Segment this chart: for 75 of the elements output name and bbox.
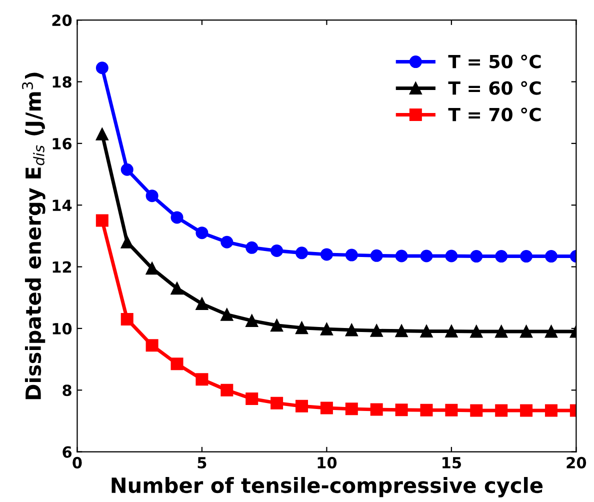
y-tick-label: 20 <box>52 14 72 26</box>
point <box>220 236 234 248</box>
point <box>420 404 433 416</box>
point <box>470 325 483 338</box>
y-tick-label: 18 <box>52 76 72 88</box>
point <box>495 250 508 263</box>
y-tick-label: 6 <box>62 446 72 458</box>
point <box>470 250 483 263</box>
point <box>146 262 158 275</box>
point <box>345 324 358 336</box>
point <box>270 244 284 257</box>
point <box>544 325 558 338</box>
point <box>470 404 483 417</box>
point <box>395 324 408 338</box>
point <box>196 298 208 310</box>
legend-label: T = 60 °C <box>448 81 541 95</box>
legend-label: T = 50 °C <box>448 54 541 68</box>
point <box>495 404 508 417</box>
x-tick-label: 5 <box>198 457 206 468</box>
point <box>395 250 408 262</box>
point <box>544 250 558 263</box>
y-tick-label: 16 <box>52 138 72 150</box>
point <box>246 314 258 327</box>
y-tick-label: 14 <box>52 200 72 211</box>
point <box>395 404 408 416</box>
point <box>196 373 208 386</box>
point <box>220 308 234 321</box>
point <box>196 226 208 240</box>
point <box>420 324 433 338</box>
x-tick-label: 20 <box>566 456 586 468</box>
point <box>445 250 458 262</box>
point <box>520 250 533 263</box>
point <box>96 128 108 140</box>
point <box>120 163 134 176</box>
point <box>320 402 333 414</box>
point <box>270 396 284 410</box>
point <box>246 241 258 254</box>
point <box>345 402 358 416</box>
point <box>170 358 184 370</box>
point <box>146 339 158 352</box>
x-tick-label: 0 <box>72 456 82 468</box>
point <box>120 236 134 248</box>
y-tick-label: 10 <box>52 322 72 334</box>
point <box>370 403 383 416</box>
point <box>544 404 558 417</box>
y-axis-title: Dissipated energy E$_{dis}$ (J/m$^{3}$) <box>22 72 46 400</box>
point <box>296 322 308 334</box>
point <box>445 324 458 338</box>
point <box>520 325 533 338</box>
point <box>170 282 184 295</box>
point <box>495 325 508 338</box>
point <box>270 319 284 332</box>
x-tick-label: 15 <box>442 457 462 468</box>
point <box>296 246 308 260</box>
point <box>445 404 458 416</box>
point <box>246 392 258 406</box>
point <box>345 248 358 262</box>
legend-label: T = 70 °C <box>448 108 541 122</box>
point <box>370 324 383 337</box>
x-tick-label: 10 <box>318 456 337 468</box>
point <box>320 322 333 336</box>
point <box>96 62 108 74</box>
point <box>370 249 383 262</box>
y-tick-label: 12 <box>52 261 72 273</box>
point <box>170 211 184 224</box>
point <box>220 384 234 396</box>
y-tick-label: 8 <box>62 384 72 396</box>
point <box>296 400 308 412</box>
point <box>146 190 158 202</box>
point <box>520 404 533 417</box>
point <box>320 248 333 261</box>
point <box>120 312 134 326</box>
point <box>420 250 433 262</box>
x-axis-title: Number of tensile-compressive cycle <box>112 477 543 498</box>
point <box>96 214 108 227</box>
